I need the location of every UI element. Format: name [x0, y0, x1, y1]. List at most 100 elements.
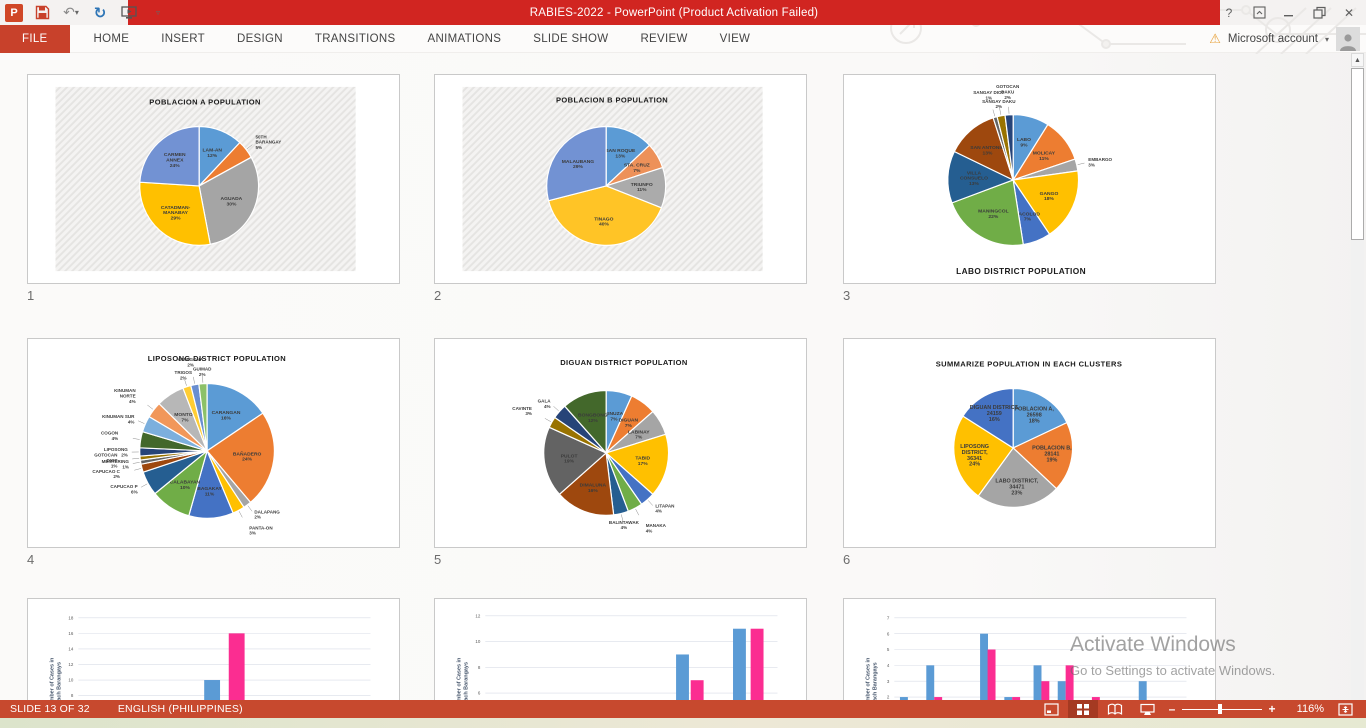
label-leader-line	[247, 505, 253, 512]
ribbon-tab-insert[interactable]: INSERT	[161, 33, 205, 45]
slide-thumbnail-3[interactable]: LABO DISTRICT POPULATION LABO 9% MOLICAY 11%…	[843, 74, 1216, 284]
slide-sorter-view-icon[interactable]	[1068, 700, 1098, 718]
pie-slice[interactable]	[977, 447, 1058, 508]
pie-chart-slide-4: LIPOSONG DISTRICT POPULATION CARANGAN 16% B…	[92, 354, 285, 536]
zoom-slider-track[interactable]	[1182, 708, 1262, 710]
bar-blue[interactable]	[980, 633, 988, 728]
pie-label: CARANGAN 16%	[212, 410, 241, 421]
slide-thumbnail-6[interactable]: SUMMARIZE POPULATION IN EACH CLUSTERS POB…	[843, 338, 1216, 548]
pie-label: CAVINTE 3%	[512, 406, 532, 416]
pie-slice[interactable]	[139, 125, 200, 187]
label-leader-line	[132, 438, 140, 440]
ribbon-tab-design[interactable]: DESIGN	[236, 33, 283, 45]
ribbon-tab-transitions[interactable]: TRANSITIONS	[314, 33, 396, 45]
pie-label: PULOT 19%	[561, 453, 578, 464]
bar-blue[interactable]	[1033, 665, 1042, 728]
y-tick-label: 12	[475, 613, 480, 618]
ribbon-tab-animations[interactable]: ANIMATIONS	[427, 33, 502, 45]
pie-slice[interactable]	[962, 387, 1014, 449]
label-leader-line	[193, 376, 195, 384]
undo-icon[interactable]: ↶ ▾	[63, 4, 79, 20]
start-from-beginning-icon[interactable]	[119, 3, 139, 23]
repeat-icon[interactable]: ↻	[93, 4, 107, 22]
zoom-level[interactable]: 116%	[1296, 703, 1324, 715]
account-cluster[interactable]: ⚠ Microsoft account ▾	[1209, 25, 1360, 53]
slide-thumbnail-4[interactable]: LIPOSONG DISTRICT POPULATION CARANGAN 16% B…	[27, 338, 400, 548]
pie-label: MONTOL 7%	[174, 412, 195, 423]
window-title: RABIES-2022 - PowerPoint (Product Activa…	[529, 6, 819, 19]
pie-label: POBLACION B, 28141 19%	[1032, 446, 1072, 464]
pie-slice[interactable]	[206, 412, 276, 503]
account-label[interactable]: Microsoft account	[1227, 33, 1318, 45]
pie-chart-slide-5: DIGUAN DISTRICT POPULATION SINUZA 7% DIGUAN…	[512, 358, 687, 534]
pie-slice[interactable]	[558, 452, 615, 516]
slide-show-icon[interactable]	[1132, 700, 1162, 718]
ribbon-display-options-icon[interactable]	[1246, 2, 1272, 23]
pie-slice[interactable]	[1012, 422, 1074, 490]
ribbon-tab-review[interactable]: REVIEW	[640, 33, 688, 45]
zoom-in-icon[interactable]: +	[1268, 702, 1276, 716]
pie-slice[interactable]	[139, 181, 211, 246]
normal-view-icon[interactable]	[1036, 700, 1066, 718]
pie-label: BAGAKAY 11%	[197, 486, 222, 497]
slide-thumbnail-2[interactable]: POBLACION B POPULATION SAN ROQUE 13% STA. C…	[434, 74, 807, 284]
slide-thumbnail-5[interactable]: DIGUAN DISTRICT POPULATION SINUZA 7% DIGUAN…	[434, 338, 807, 548]
pie-label: SANGAY DAKU 2%	[982, 99, 1015, 109]
zoom-slider[interactable]	[1182, 700, 1262, 718]
scrollbar-thumb[interactable]	[1351, 68, 1364, 240]
reading-view-icon[interactable]	[1100, 700, 1130, 718]
chevron-down-icon[interactable]: ▾	[1324, 34, 1329, 44]
pie-slice[interactable]	[605, 433, 670, 495]
ribbon-tab-view[interactable]: VIEW	[719, 33, 751, 45]
fit-slide-to-window-icon[interactable]	[1330, 700, 1360, 718]
pie-slice[interactable]	[1012, 387, 1068, 449]
ribbon-tab-file[interactable]: FILE	[0, 25, 70, 53]
save-icon[interactable]	[32, 3, 52, 23]
avatar[interactable]	[1336, 27, 1360, 51]
customize-quick-access-toolbar-icon[interactable]: ▿	[155, 8, 160, 17]
pie-slice[interactable]	[206, 382, 264, 452]
pie-label: BALINTAWAK 4%	[609, 520, 640, 530]
bar-blue[interactable]	[926, 665, 935, 728]
pie-label: BAÑADERO 24%	[233, 450, 262, 462]
status-right: – + 116%	[1036, 700, 1366, 718]
slide-sorter-view: POBLACION A POPULATION LAM-AN 12% 50TH BARAN…	[0, 53, 1366, 728]
vertical-scrollbar[interactable]: ▲	[1351, 53, 1364, 700]
scroll-up-icon[interactable]: ▲	[1351, 53, 1364, 67]
pie-slice[interactable]	[198, 156, 260, 245]
bar-pink[interactable]	[987, 649, 996, 728]
pie-slice[interactable]	[547, 185, 662, 246]
pie-slice[interactable]	[543, 426, 607, 495]
help-icon[interactable]: ?	[1225, 5, 1233, 20]
ribbon-tab-home[interactable]: HOME	[93, 33, 130, 45]
bar-pink[interactable]	[1065, 665, 1074, 728]
pie-label: CATADMAN-MANABAY 29%	[161, 205, 191, 222]
zoom-slider-thumb[interactable]	[1218, 704, 1222, 714]
pie-chart-slide-1: POBLACION A POPULATION LAM-AN 12% 50TH BARAN…	[55, 86, 356, 272]
ribbon-tab-bar: FILE HOME INSERT DESIGN TRANSITIONS ANIMATION…	[0, 25, 1366, 53]
pie-slice[interactable]	[198, 382, 208, 452]
ribbon-tabs: FILE HOME INSERT DESIGN TRANSITIONS ANIMATION…	[0, 25, 766, 53]
y-tick-label: 14	[68, 647, 73, 652]
pie-label: TINAGO 40%	[594, 216, 613, 227]
slide-number-3: 3	[843, 288, 851, 303]
pie-slice[interactable]	[546, 125, 607, 202]
pie-label: MOLICAY 11%	[1033, 150, 1056, 161]
y-tick-label: 6	[887, 631, 890, 636]
pie-label: BACOLOD 7%	[1015, 211, 1040, 222]
restore-icon[interactable]	[1306, 2, 1332, 23]
pie-slice[interactable]	[953, 415, 1014, 497]
language-indicator[interactable]: ENGLISH (PHILIPPINES)	[117, 703, 243, 715]
pie-label: PANTA-ON 3%	[249, 525, 272, 535]
zoom-out-icon[interactable]: –	[1168, 702, 1176, 716]
slide-thumbnail-1[interactable]: POBLACION A POPULATION LAM-AN 12% 50TH BARAN…	[27, 74, 400, 284]
ribbon-tab-slide-show[interactable]: SLIDE SHOW	[533, 33, 609, 45]
label-leader-line	[137, 420, 145, 424]
minimize-icon[interactable]	[1276, 2, 1302, 23]
powerpoint-logo-icon[interactable]: P	[5, 3, 23, 22]
pie-slice[interactable]	[1012, 170, 1080, 235]
y-axis-label: Number of Cases in	[457, 658, 463, 709]
pie-slice[interactable]	[1004, 114, 1014, 181]
close-icon[interactable]: ✕	[1343, 5, 1355, 20]
pie-slice[interactable]	[564, 389, 607, 454]
